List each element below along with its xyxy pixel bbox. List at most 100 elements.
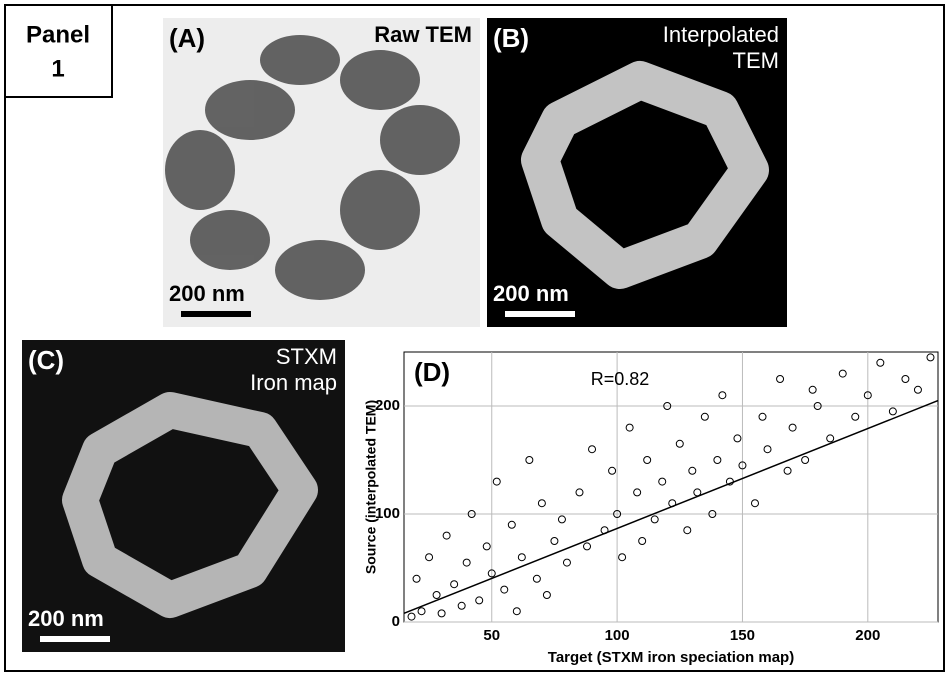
tem-particles bbox=[165, 35, 460, 300]
point bbox=[407, 612, 416, 621]
point bbox=[608, 466, 617, 475]
figure-border bbox=[4, 4, 945, 672]
point bbox=[482, 542, 491, 551]
point bbox=[457, 601, 466, 610]
point bbox=[525, 456, 534, 464]
point bbox=[876, 358, 885, 367]
point bbox=[462, 558, 471, 567]
point bbox=[926, 353, 935, 362]
point bbox=[650, 515, 659, 524]
point bbox=[517, 553, 526, 562]
point bbox=[542, 591, 551, 599]
point bbox=[500, 585, 509, 594]
point bbox=[638, 537, 647, 545]
annotation: R=0.82 bbox=[591, 369, 650, 389]
point bbox=[776, 375, 785, 383]
point bbox=[658, 477, 667, 486]
point bbox=[688, 466, 697, 475]
point bbox=[550, 537, 559, 545]
point bbox=[625, 423, 634, 432]
fit-line bbox=[403, 399, 939, 615]
y-tick-label: 0 bbox=[392, 613, 400, 630]
point bbox=[613, 510, 622, 518]
point bbox=[532, 574, 541, 583]
point bbox=[412, 574, 421, 583]
point bbox=[583, 542, 592, 551]
point bbox=[487, 569, 496, 578]
scale-bar-label: 200 nm bbox=[493, 281, 569, 306]
point bbox=[700, 412, 709, 421]
point bbox=[763, 445, 772, 454]
point bbox=[475, 596, 484, 605]
point bbox=[750, 499, 759, 508]
scale-bar-label: 200 nm bbox=[28, 606, 104, 631]
point bbox=[826, 434, 835, 443]
scale-bar-label: 200 nm bbox=[169, 281, 245, 306]
point bbox=[432, 591, 441, 599]
point bbox=[838, 369, 847, 378]
panel-label: (A) bbox=[169, 23, 205, 53]
point bbox=[537, 499, 546, 508]
y-axis-label: Source (interpolated TEM) bbox=[363, 400, 379, 574]
point bbox=[713, 456, 722, 464]
point bbox=[425, 553, 434, 562]
point bbox=[437, 609, 446, 618]
point bbox=[557, 515, 566, 524]
x-tick-label: 50 bbox=[483, 627, 500, 644]
image-title: Raw TEM bbox=[374, 22, 472, 47]
point bbox=[758, 412, 767, 421]
stxm-ring bbox=[62, 392, 318, 618]
point bbox=[467, 510, 476, 518]
point bbox=[507, 520, 516, 529]
point bbox=[783, 466, 792, 475]
image-title: TEM bbox=[733, 48, 779, 73]
point bbox=[851, 412, 860, 421]
point bbox=[708, 510, 717, 518]
point bbox=[733, 434, 742, 443]
point bbox=[901, 375, 910, 383]
point bbox=[663, 402, 672, 410]
point bbox=[450, 580, 459, 589]
point bbox=[718, 391, 727, 400]
point bbox=[683, 526, 692, 535]
point bbox=[913, 385, 922, 394]
x-tick-label: 150 bbox=[730, 627, 755, 644]
x-axis-label: Target (STXM iron speciation map) bbox=[548, 649, 794, 666]
y-tick-label: 100 bbox=[375, 505, 400, 522]
point bbox=[618, 553, 627, 562]
image-title: Iron map bbox=[250, 370, 337, 395]
point bbox=[442, 531, 451, 540]
point bbox=[801, 456, 810, 464]
panel-title: 1 bbox=[51, 55, 64, 82]
scale-bar bbox=[505, 311, 575, 317]
panel-title: Panel bbox=[26, 21, 90, 48]
point bbox=[888, 407, 897, 416]
point bbox=[808, 385, 817, 394]
point bbox=[863, 391, 872, 400]
point bbox=[588, 445, 597, 454]
point bbox=[633, 488, 642, 497]
panel-box bbox=[4, 4, 113, 98]
x-tick-label: 200 bbox=[855, 627, 880, 644]
scale-bar bbox=[181, 311, 251, 317]
panel-label: (C) bbox=[28, 345, 64, 375]
point bbox=[512, 607, 521, 616]
image-title: Interpolated bbox=[663, 22, 779, 47]
panel-label: (D) bbox=[414, 357, 450, 387]
point bbox=[417, 607, 426, 616]
point bbox=[562, 558, 571, 567]
point bbox=[492, 477, 501, 486]
scale-bar bbox=[40, 636, 110, 642]
point bbox=[788, 423, 797, 432]
point bbox=[675, 439, 684, 448]
panel-label: (B) bbox=[493, 23, 529, 53]
point bbox=[738, 461, 747, 470]
point bbox=[643, 456, 652, 464]
y-tick-label: 200 bbox=[375, 397, 400, 414]
x-tick-label: 100 bbox=[605, 627, 630, 644]
image-title: STXM bbox=[276, 344, 337, 369]
point bbox=[813, 402, 822, 410]
interpolated-ring bbox=[521, 61, 769, 289]
point bbox=[575, 488, 584, 497]
